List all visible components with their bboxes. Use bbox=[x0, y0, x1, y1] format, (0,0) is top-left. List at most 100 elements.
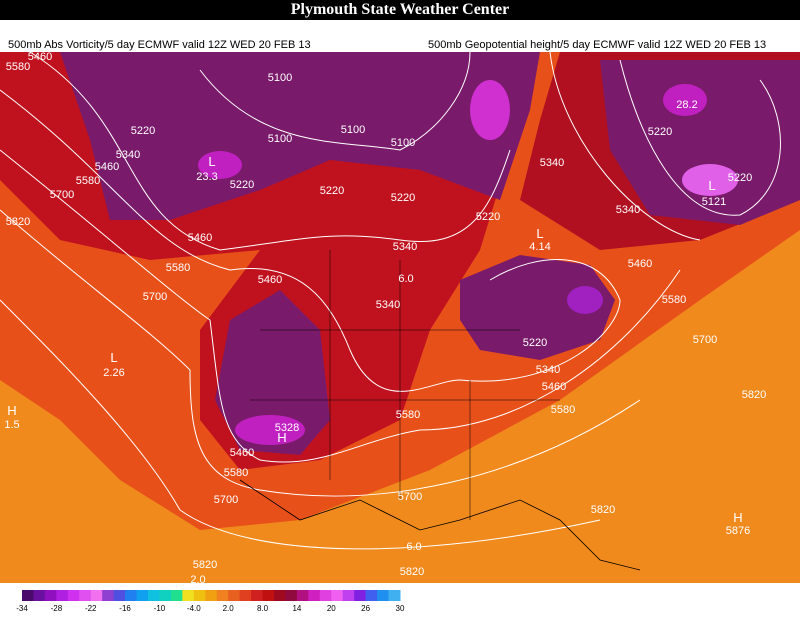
contour-label: 28.2 bbox=[676, 99, 697, 111]
contour-label: 5220 bbox=[320, 185, 344, 197]
contour-label: 5876 bbox=[726, 525, 750, 537]
contour-label: 5460 bbox=[95, 161, 119, 173]
field-magenta bbox=[235, 415, 305, 445]
contour-line bbox=[199, 51, 471, 151]
colorbar-swatch bbox=[296, 590, 309, 601]
colorbar-swatch bbox=[251, 590, 264, 601]
contour-line bbox=[619, 59, 781, 216]
contour-label: 2.26 bbox=[103, 367, 124, 379]
colorbar-swatch bbox=[56, 590, 69, 601]
colorbar-tick: 8.0 bbox=[257, 604, 269, 613]
map bbox=[0, 51, 800, 583]
colorbar-swatch bbox=[79, 590, 92, 601]
contour-label: 5220 bbox=[131, 125, 155, 137]
contour-label: 5100 bbox=[391, 137, 415, 149]
colorbar-swatch bbox=[182, 590, 195, 601]
colorbar-swatch bbox=[262, 590, 275, 601]
contour-label: 5220 bbox=[391, 192, 415, 204]
colorbar-swatch bbox=[125, 590, 138, 601]
subtitle-left: 500mb Abs Vorticity/5 day ECMWF valid 12… bbox=[8, 39, 311, 51]
colorbar-swatch bbox=[354, 590, 367, 601]
contour-label: 23.3 bbox=[196, 171, 217, 183]
contour-label: 6.0 bbox=[406, 541, 421, 553]
colorbar-tick: -28 bbox=[51, 604, 63, 613]
contour-label: 5460 bbox=[230, 447, 254, 459]
contour-label: 5100 bbox=[268, 133, 292, 145]
contour-label: 5220 bbox=[728, 172, 752, 184]
colorbar-swatch bbox=[205, 590, 218, 601]
colorbar-swatch bbox=[331, 590, 344, 601]
colorbar-tick: -16 bbox=[119, 604, 131, 613]
contour-labels: 5460558051005220534054605580570058205100… bbox=[4, 51, 766, 586]
pressure-mark: H bbox=[7, 403, 16, 418]
contour-line bbox=[0, 209, 641, 497]
field-purple-low bbox=[460, 255, 615, 360]
colorbar-tick: 14 bbox=[292, 604, 301, 613]
contour-label: 5580 bbox=[551, 404, 575, 416]
pressure-marks: L L L H H L H bbox=[7, 154, 742, 525]
colorbar-swatch bbox=[216, 590, 229, 601]
contour-line bbox=[0, 299, 601, 550]
contour-line bbox=[0, 149, 681, 463]
colorbar-swatch bbox=[22, 590, 34, 601]
contour-label: 5580 bbox=[224, 467, 248, 479]
contour-label: 5820 bbox=[6, 216, 30, 228]
colorbar-swatch bbox=[136, 590, 149, 601]
field-magenta bbox=[470, 80, 510, 140]
contour-label: 5100 bbox=[341, 124, 365, 136]
contour-label: 5340 bbox=[116, 149, 140, 161]
colorbar-swatch bbox=[319, 590, 332, 601]
colorbar-swatch bbox=[159, 590, 172, 601]
colorbar-tick: -4.0 bbox=[187, 604, 201, 613]
colorbar-swatch bbox=[377, 590, 390, 601]
pressure-mark: L bbox=[110, 350, 117, 365]
contour-label: 5820 bbox=[400, 566, 424, 578]
contour-label: 5580 bbox=[76, 175, 100, 187]
contour-label: 5220 bbox=[648, 126, 672, 138]
contour-label: 5460 bbox=[258, 274, 282, 286]
subtitle-right: 500mb Geopotential height/5 day ECMWF va… bbox=[428, 39, 766, 51]
contour-label: 5580 bbox=[396, 409, 420, 421]
contour-label: 5460 bbox=[542, 381, 566, 393]
colorbar-swatch bbox=[274, 590, 286, 601]
header-bar bbox=[0, 0, 800, 20]
contour-label: 5340 bbox=[393, 241, 417, 253]
contour-label: 5340 bbox=[616, 204, 640, 216]
colorbar-swatch bbox=[239, 590, 252, 601]
pressure-mark: L bbox=[536, 226, 543, 241]
contour-label: 5220 bbox=[476, 211, 500, 223]
colorbar-swatch bbox=[285, 590, 298, 601]
contour-label: 5220 bbox=[230, 179, 254, 191]
contour-line bbox=[29, 51, 511, 251]
contour-label: 5700 bbox=[693, 334, 717, 346]
borders bbox=[250, 250, 560, 520]
pressure-mark: H bbox=[277, 430, 286, 445]
contour-label: 5700 bbox=[50, 189, 74, 201]
contour-label: 5820 bbox=[742, 389, 766, 401]
colorbar-swatch bbox=[113, 590, 126, 601]
field-magenta bbox=[663, 84, 707, 116]
contour-label: 5121 bbox=[702, 196, 726, 208]
contour-label: 5340 bbox=[540, 157, 564, 169]
contour-label: 4.14 bbox=[529, 241, 550, 253]
contour-label: 5220 bbox=[523, 337, 547, 349]
colorbar-tick: -34 bbox=[16, 604, 28, 613]
coastline bbox=[239, 479, 641, 571]
colorbar: -34 -28 -22 -16 -10 -4.0 2.0 8.0 14 20 26 30 bbox=[16, 590, 405, 613]
contour-label: 5340 bbox=[536, 364, 560, 376]
field-magenta bbox=[682, 164, 738, 196]
colorbar-swatch bbox=[193, 590, 206, 601]
colorbar-tick: 20 bbox=[327, 604, 336, 613]
field-magenta bbox=[567, 286, 603, 314]
contour-label: 5820 bbox=[193, 559, 217, 571]
colorbar-swatch bbox=[342, 590, 355, 601]
contour-label: 5700 bbox=[398, 491, 422, 503]
colorbar-swatch bbox=[170, 590, 183, 601]
colorbar-tick: 26 bbox=[361, 604, 370, 613]
contour-label: 5328 bbox=[275, 422, 299, 434]
field-purple-sw bbox=[215, 290, 330, 455]
contour-line bbox=[549, 51, 701, 241]
contour-label: 5580 bbox=[6, 61, 30, 73]
contour-label: 6.0 bbox=[398, 273, 413, 285]
